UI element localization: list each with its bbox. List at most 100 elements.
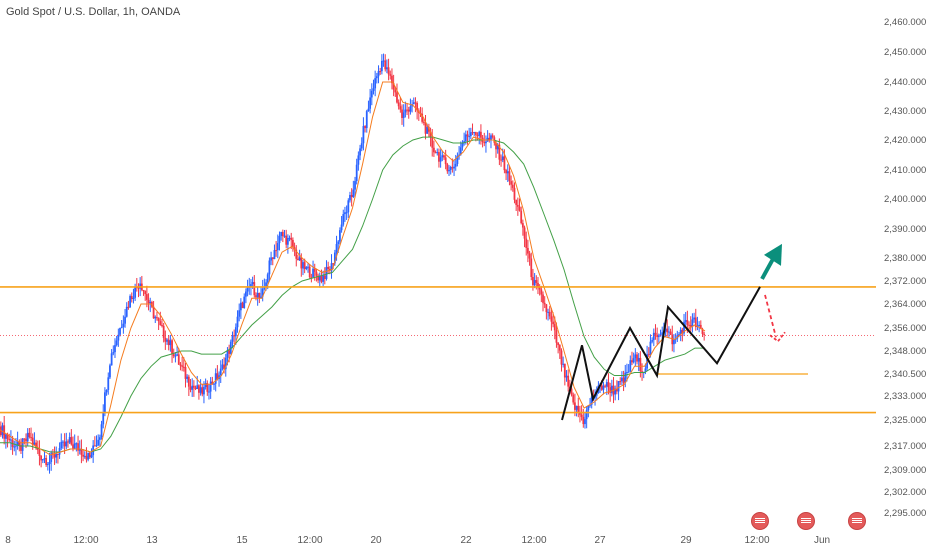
candle-body [41, 459, 44, 461]
candle-body [198, 385, 200, 393]
candle-body [449, 167, 452, 170]
candle-body [543, 302, 546, 305]
candle-body [48, 461, 51, 465]
candle-body [177, 354, 180, 365]
candle-body [30, 437, 32, 439]
candle-body [666, 328, 669, 333]
candle-body [615, 388, 618, 392]
price-axis: 2,460.000 2,450.000 2,440.000 2,430.000 2,42… [876, 0, 932, 550]
candle-body [589, 404, 591, 406]
candle-body [229, 341, 232, 354]
candle-body [560, 350, 563, 365]
candle-body [298, 257, 301, 261]
candle-body [322, 275, 325, 282]
candle-body [312, 268, 314, 278]
us-event-flag-icon[interactable] [751, 512, 769, 530]
candle-body [28, 432, 31, 438]
candle-body [214, 373, 217, 384]
price-tick-label: 2,340.500 [884, 369, 926, 380]
candle-body [579, 413, 581, 415]
candle-body [617, 381, 620, 392]
candle-body [223, 364, 225, 370]
candle-body [516, 204, 519, 207]
candle-body [434, 152, 437, 154]
candle-body [377, 71, 380, 77]
candle-body [508, 171, 511, 182]
candle-body [495, 142, 497, 150]
up-arrow-head-icon [764, 243, 782, 266]
candle-body [285, 235, 288, 245]
candle-body [65, 441, 68, 447]
price-tick-label: 2,295.000 [884, 508, 926, 519]
candle-body [77, 443, 79, 451]
candle-body [167, 339, 170, 346]
candle-body [433, 147, 435, 153]
candle-body [436, 152, 439, 154]
candle-body [429, 131, 432, 138]
candle-body [15, 445, 17, 447]
candle-body [93, 445, 96, 447]
candle-body [528, 253, 531, 259]
candle-body [585, 410, 588, 420]
candle-body [548, 311, 551, 317]
candle-body [139, 283, 142, 289]
candle-body [204, 383, 207, 388]
us-event-flag-icon[interactable] [848, 512, 866, 530]
candle-body [604, 385, 607, 387]
candle-body [683, 321, 685, 334]
candle-body [369, 97, 372, 109]
candle-body [213, 383, 215, 385]
candle-body [239, 302, 242, 311]
candle-body [224, 357, 227, 370]
candle-body [422, 121, 425, 123]
time-tick-label: 27 [594, 535, 606, 546]
candle-body [147, 299, 150, 304]
candle-body [619, 381, 622, 383]
candle-body [4, 434, 7, 439]
price-tick-label: 2,400.000 [884, 194, 926, 205]
candle-body [521, 223, 524, 228]
us-event-flag-icon[interactable] [797, 512, 815, 530]
candle-body [547, 311, 549, 313]
candle-body [255, 295, 257, 298]
candle-body [639, 357, 642, 372]
candle-body [83, 455, 86, 457]
candle-body [686, 320, 689, 325]
ema-slow-line [0, 136, 705, 453]
candle-body [396, 92, 398, 103]
candle-body [261, 288, 264, 297]
candle-body [199, 387, 202, 393]
candle-body [669, 331, 672, 335]
candle-body [276, 243, 279, 251]
candle-body [352, 189, 355, 197]
candle-body [503, 156, 506, 171]
candle-body [595, 392, 598, 396]
candle-body [476, 134, 479, 136]
candle-body [1, 425, 4, 436]
candle-body [73, 443, 76, 449]
candle-body [57, 453, 59, 455]
candle-body [518, 206, 521, 211]
candle-body [527, 247, 529, 254]
candle-body [532, 277, 534, 286]
candle-body [446, 164, 449, 172]
candle-body [629, 360, 632, 372]
candle-body [137, 287, 140, 289]
candle-body [443, 155, 445, 158]
price-tick-label: 2,450.000 [884, 47, 926, 58]
candle-body [149, 301, 152, 304]
candle-body [154, 317, 157, 319]
candle-body [627, 371, 630, 373]
candle-body [145, 294, 148, 300]
candle-body [587, 405, 590, 411]
candle-body [117, 334, 120, 341]
candle-body [102, 413, 105, 425]
candle-body [441, 155, 444, 158]
candle-body [46, 464, 49, 466]
candle-body [659, 334, 662, 336]
candle-body [387, 67, 390, 75]
candle-body [53, 454, 56, 458]
candle-body [290, 237, 293, 241]
candle-body [552, 321, 554, 325]
